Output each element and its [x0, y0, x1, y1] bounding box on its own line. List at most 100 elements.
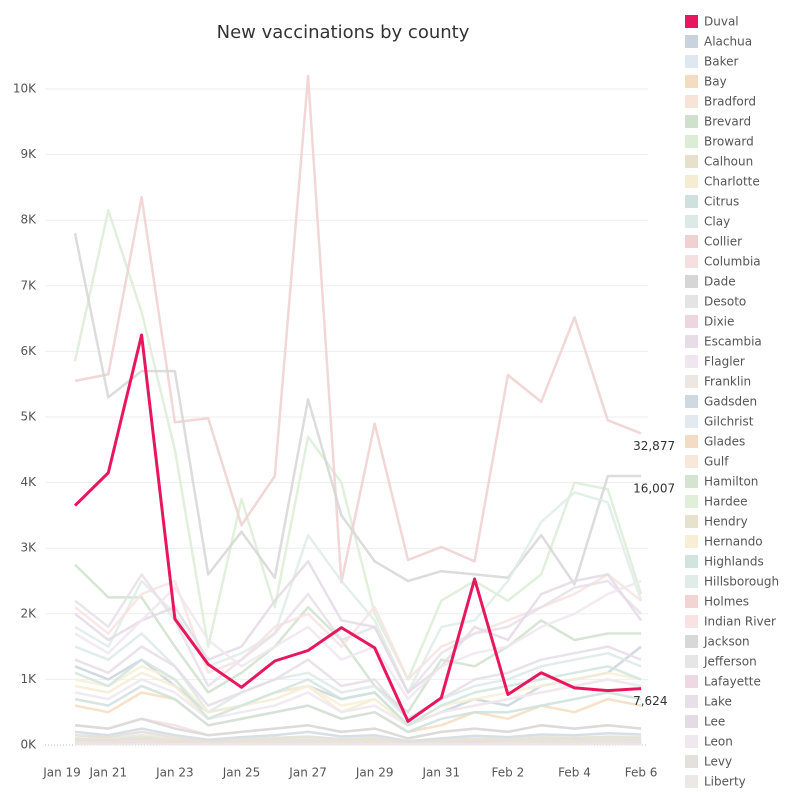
- y-tick-label: 0K: [20, 738, 37, 752]
- annotation: 7,624: [633, 694, 667, 708]
- series-line: [74, 579, 642, 701]
- legend-label: Gilchrist: [704, 415, 754, 429]
- series-line: [73, 233, 642, 586]
- legend-swatch: [685, 55, 698, 68]
- legend-label: Highlands: [704, 555, 764, 569]
- y-tick-label: 2K: [20, 606, 37, 620]
- legend-swatch: [685, 275, 698, 288]
- legend-label: Lake: [704, 695, 732, 709]
- legend-label: Dixie: [704, 315, 734, 329]
- legend-label: Levy: [704, 755, 732, 769]
- legend-label: Hamilton: [704, 475, 758, 489]
- legend-label: Jackson: [703, 635, 750, 649]
- legend-swatch: [685, 35, 698, 48]
- y-tick-label: 5K: [20, 410, 37, 424]
- x-tick-label: Feb 4: [558, 766, 591, 780]
- chart-title: New vaccinations by county: [217, 22, 470, 43]
- grid: 0K 1K 2K 3K 4K 5K 6K 7K 8K 9K 10K Jan 21 Jan 23 Jan 2…: [13, 82, 658, 780]
- y-tick-label: 7K: [20, 278, 37, 292]
- legend-label: Columbia: [704, 255, 761, 269]
- legend-label: Jefferson: [703, 655, 757, 669]
- legend-label: Broward: [704, 135, 754, 149]
- legend-swatch: [685, 355, 698, 368]
- series-line: [74, 736, 642, 745]
- series-line: [74, 560, 643, 694]
- series-line: [74, 678, 642, 727]
- legend-label: Hernando: [704, 535, 763, 549]
- x-tick-label: Jan 19: [42, 766, 81, 780]
- legend-swatch: [685, 715, 698, 728]
- legend-swatch: [685, 735, 698, 748]
- legend-label: Dade: [704, 275, 736, 289]
- legend-label: Bay: [704, 75, 727, 89]
- legend-label: Brevard: [704, 115, 751, 129]
- series-line: [74, 632, 642, 721]
- legend-label: Leon: [704, 735, 733, 749]
- legend-label: Glades: [704, 435, 745, 449]
- legend-label: Lafayette: [704, 675, 761, 689]
- x-tick-label: Feb 6: [625, 766, 658, 780]
- legend-label: Hendry: [704, 515, 748, 529]
- legend-swatch: [685, 435, 698, 448]
- annotation: 32,877: [633, 439, 675, 453]
- annotation: 16,007: [633, 482, 675, 496]
- legend-label: Duval: [704, 15, 739, 29]
- legend-swatch: [685, 535, 698, 548]
- legend-label: Hillsborough: [704, 575, 779, 589]
- x-tick-label: Jan 29: [355, 766, 394, 780]
- series-line: [74, 74, 642, 584]
- legend: Duval Alachua Baker Bay Bradford Brevard Browa…: [685, 15, 779, 789]
- legend-label: Escambia: [704, 335, 762, 349]
- y-tick-label: 8K: [20, 213, 37, 227]
- legend-swatch: [685, 115, 698, 128]
- legend-swatch: [685, 235, 698, 248]
- legend-swatch: [685, 135, 698, 148]
- series-line: [74, 717, 642, 740]
- series-line: [74, 645, 642, 721]
- x-tick-label: Jan 27: [288, 766, 327, 780]
- legend-label: Lee: [704, 715, 725, 729]
- legend-label: Collier: [704, 235, 742, 249]
- legend-label: Franklin: [704, 375, 751, 389]
- x-tick-label: Jan 23: [155, 766, 194, 780]
- legend-swatch: [685, 415, 698, 428]
- y-tick-label: 10K: [13, 82, 37, 96]
- y-tick-label: 4K: [20, 475, 37, 489]
- series-line: [73, 209, 643, 681]
- y-tick-label: 3K: [20, 541, 37, 555]
- legend-swatch: [685, 655, 698, 668]
- legend-label: Citrus: [704, 195, 739, 209]
- y-tick-label: 6K: [20, 344, 37, 358]
- legend-swatch: [685, 295, 698, 308]
- legend-label: Calhoun: [704, 155, 753, 169]
- legend-label: Indian River: [704, 615, 776, 629]
- legend-swatch: [685, 595, 698, 608]
- series-line: [74, 730, 642, 743]
- lines: 32,877 16,007 7,624: [73, 74, 675, 746]
- legend-swatch: [685, 775, 698, 788]
- series-line: [74, 573, 642, 694]
- legend-swatch: [685, 315, 698, 328]
- legend-swatch: [685, 95, 698, 108]
- legend-swatch: [685, 215, 698, 228]
- legend-swatch: [685, 575, 698, 588]
- legend-swatch: [685, 615, 698, 628]
- legend-label: Baker: [704, 55, 738, 69]
- legend-swatch: [685, 475, 698, 488]
- legend-swatch: [685, 555, 698, 568]
- legend-label: Hardee: [704, 495, 747, 509]
- legend-swatch: [685, 675, 698, 688]
- legend-label: Gulf: [704, 455, 729, 469]
- legend-label: Alachua: [704, 35, 752, 49]
- x-tick-label: Jan 31: [422, 766, 461, 780]
- legend-swatch: [685, 395, 698, 408]
- legend-swatch: [685, 375, 698, 388]
- legend-swatch: [685, 335, 698, 348]
- legend-label: Desoto: [704, 295, 746, 309]
- legend-label: Bradford: [704, 95, 756, 109]
- legend-swatch: [685, 195, 698, 208]
- legend-swatch: [685, 515, 698, 528]
- x-tick-label: Jan 25: [222, 766, 261, 780]
- series-line: [74, 727, 642, 743]
